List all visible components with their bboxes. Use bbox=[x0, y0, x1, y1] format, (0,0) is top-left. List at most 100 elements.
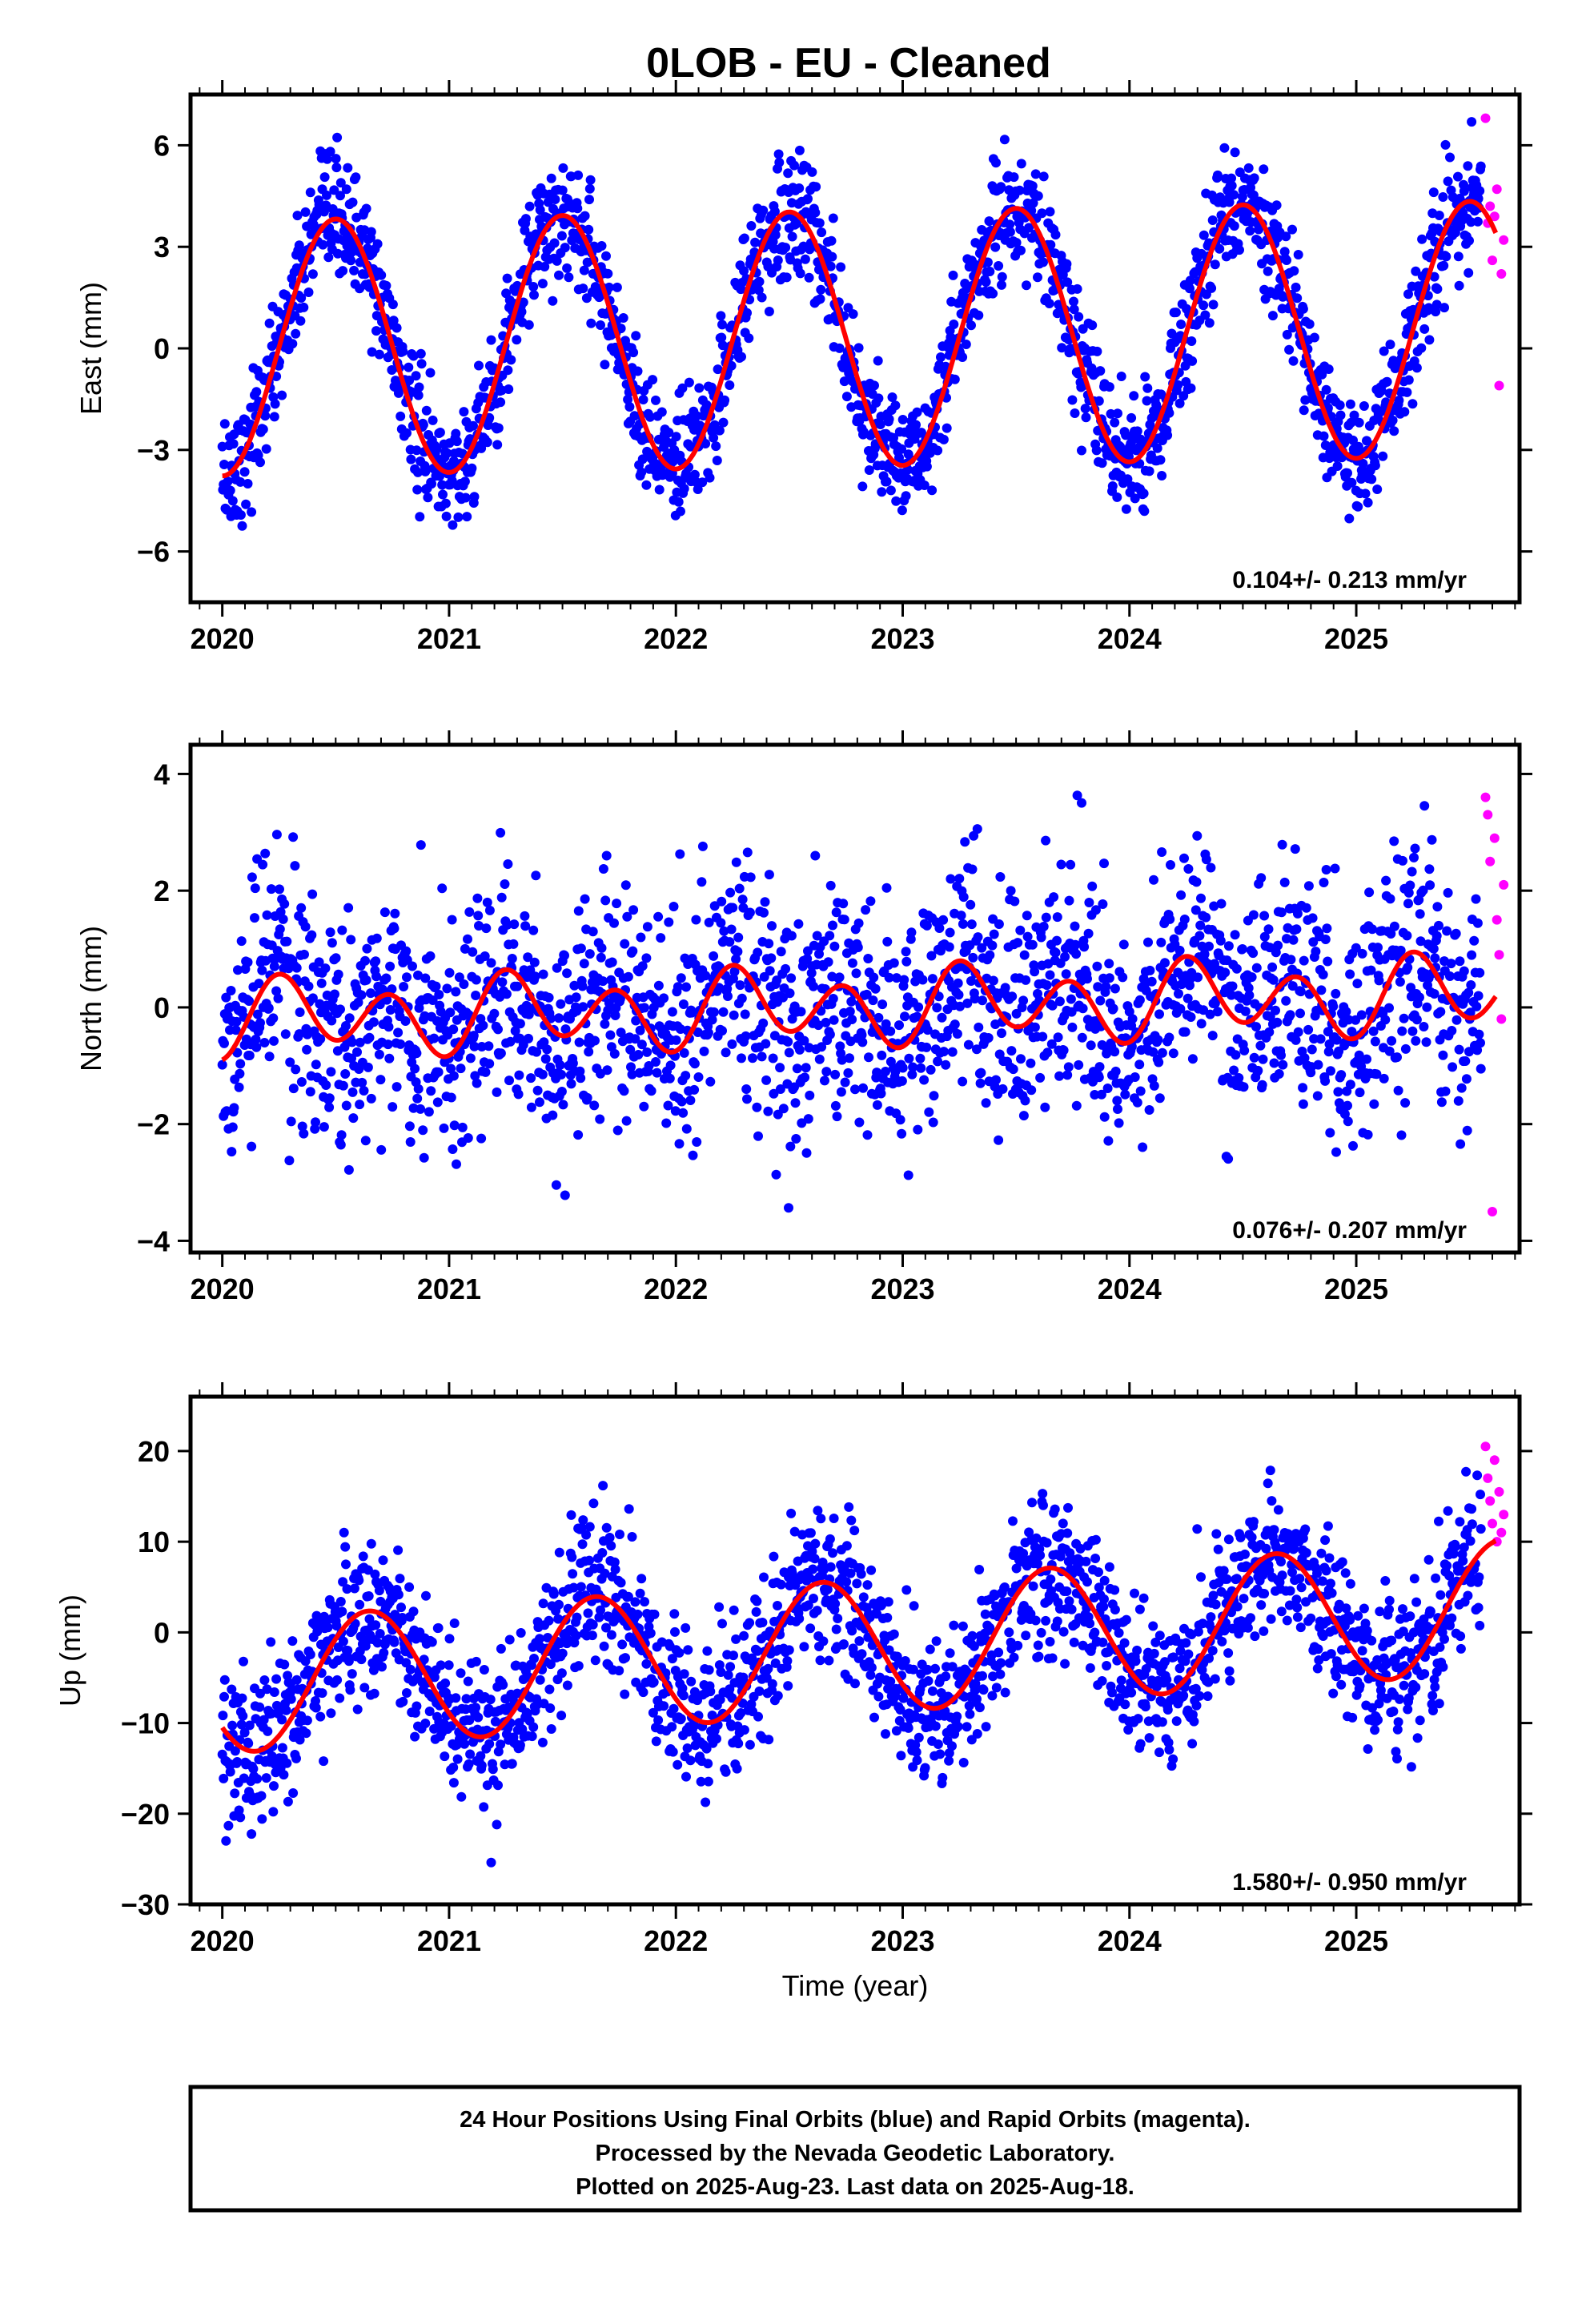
north-final-point bbox=[771, 1169, 781, 1180]
east-final-point bbox=[1092, 346, 1102, 356]
north-final-point bbox=[941, 1059, 951, 1070]
north-final-point bbox=[1066, 994, 1076, 1004]
north-final-point bbox=[469, 1041, 480, 1051]
north-final-point bbox=[1389, 921, 1399, 931]
north-final-point bbox=[315, 1034, 326, 1044]
north-final-point bbox=[280, 1029, 291, 1039]
up-final-point bbox=[583, 1608, 593, 1618]
east-final-point bbox=[654, 485, 665, 495]
east-final-point bbox=[596, 320, 605, 330]
north-final-point bbox=[817, 1042, 827, 1052]
north-final-point bbox=[481, 923, 492, 934]
east-final-point bbox=[693, 485, 703, 494]
up-final-point bbox=[354, 1575, 364, 1586]
east-final-point bbox=[537, 279, 548, 289]
north-final-point bbox=[681, 1124, 692, 1134]
east-final-point bbox=[758, 205, 769, 215]
east-final-point bbox=[331, 163, 342, 173]
east-xtick-label: 2021 bbox=[417, 622, 481, 655]
east-final-point bbox=[1317, 369, 1327, 380]
up-final-point bbox=[421, 1590, 431, 1601]
north-final-point bbox=[439, 1123, 449, 1133]
east-final-point bbox=[1157, 471, 1167, 480]
east-final-point bbox=[1403, 375, 1414, 385]
north-final-point bbox=[1234, 1073, 1244, 1083]
up-final-point bbox=[465, 1749, 476, 1759]
north-final-point bbox=[830, 1100, 841, 1111]
north-final-point bbox=[1440, 1086, 1451, 1096]
north-final-point bbox=[1092, 961, 1102, 971]
north-final-point bbox=[921, 920, 932, 931]
east-final-point bbox=[875, 420, 885, 429]
east-rapid-point bbox=[1492, 184, 1502, 195]
up-final-point bbox=[218, 1711, 228, 1721]
north-final-point bbox=[954, 990, 964, 1000]
north-final-point bbox=[1164, 1032, 1174, 1043]
north-final-point bbox=[1045, 970, 1055, 980]
north-final-point bbox=[641, 953, 652, 963]
up-final-point bbox=[337, 1606, 347, 1617]
east-final-point bbox=[292, 211, 303, 221]
east-final-point bbox=[1309, 332, 1319, 343]
north-final-point bbox=[296, 1077, 307, 1087]
east-final-point bbox=[1419, 324, 1430, 334]
east-final-point bbox=[713, 364, 723, 375]
north-final-point bbox=[1144, 1105, 1154, 1115]
north-xtick-label: 2023 bbox=[870, 1273, 934, 1305]
east-final-point bbox=[1249, 173, 1259, 183]
north-final-point bbox=[776, 947, 786, 957]
north-final-point bbox=[1020, 1096, 1030, 1106]
east-rapid-point bbox=[1499, 235, 1509, 245]
north-final-point bbox=[562, 968, 572, 979]
east-final-point bbox=[604, 282, 614, 292]
north-final-point bbox=[714, 983, 725, 993]
north-final-point bbox=[244, 1051, 255, 1060]
north-final-point bbox=[1373, 943, 1383, 953]
up-final-point bbox=[363, 1565, 373, 1575]
north-final-point bbox=[1343, 1015, 1354, 1025]
east-final-point bbox=[616, 324, 626, 334]
north-final-point bbox=[1110, 1047, 1120, 1057]
north-final-point bbox=[357, 1077, 367, 1088]
up-final-point bbox=[606, 1630, 616, 1640]
east-final-point bbox=[897, 415, 908, 424]
north-final-point bbox=[235, 1059, 246, 1069]
north-final-point bbox=[737, 1053, 746, 1063]
north-final-point bbox=[1336, 1070, 1347, 1080]
east-final-point bbox=[1107, 481, 1118, 491]
up-final-point bbox=[269, 1687, 279, 1697]
north-final-point bbox=[857, 1030, 867, 1040]
north-final-point bbox=[269, 961, 279, 971]
north-final-point bbox=[508, 939, 519, 949]
up-final-point bbox=[255, 1688, 265, 1699]
north-final-point bbox=[734, 883, 745, 894]
north-final-point bbox=[320, 963, 331, 974]
north-final-point bbox=[460, 943, 470, 954]
north-final-point bbox=[1392, 1052, 1402, 1063]
east-final-point bbox=[1411, 363, 1422, 373]
east-final-point bbox=[1186, 383, 1196, 393]
east-final-point bbox=[260, 411, 271, 421]
north-final-point bbox=[1258, 1054, 1268, 1064]
up-final-point bbox=[493, 1780, 503, 1791]
north-final-point bbox=[442, 983, 452, 994]
north-final-point bbox=[639, 1101, 649, 1112]
east-final-point bbox=[335, 191, 345, 201]
north-final-point bbox=[348, 1113, 359, 1124]
east-final-point bbox=[1281, 231, 1291, 242]
north-final-point bbox=[575, 1066, 585, 1076]
up-final-point bbox=[282, 1758, 292, 1768]
north-final-point bbox=[1086, 1040, 1096, 1051]
north-final-point bbox=[653, 911, 664, 922]
up-final-point bbox=[578, 1515, 588, 1526]
north-final-point bbox=[445, 1007, 456, 1018]
north-final-point bbox=[1447, 1026, 1457, 1035]
up-final-point bbox=[342, 1584, 352, 1594]
east-final-point bbox=[453, 512, 464, 522]
east-final-point bbox=[1344, 513, 1355, 524]
north-final-point bbox=[748, 1053, 757, 1063]
north-final-point bbox=[1174, 945, 1185, 955]
north-final-point bbox=[1016, 1054, 1026, 1064]
up-final-point bbox=[581, 1530, 592, 1540]
up-final-point bbox=[259, 1675, 270, 1685]
